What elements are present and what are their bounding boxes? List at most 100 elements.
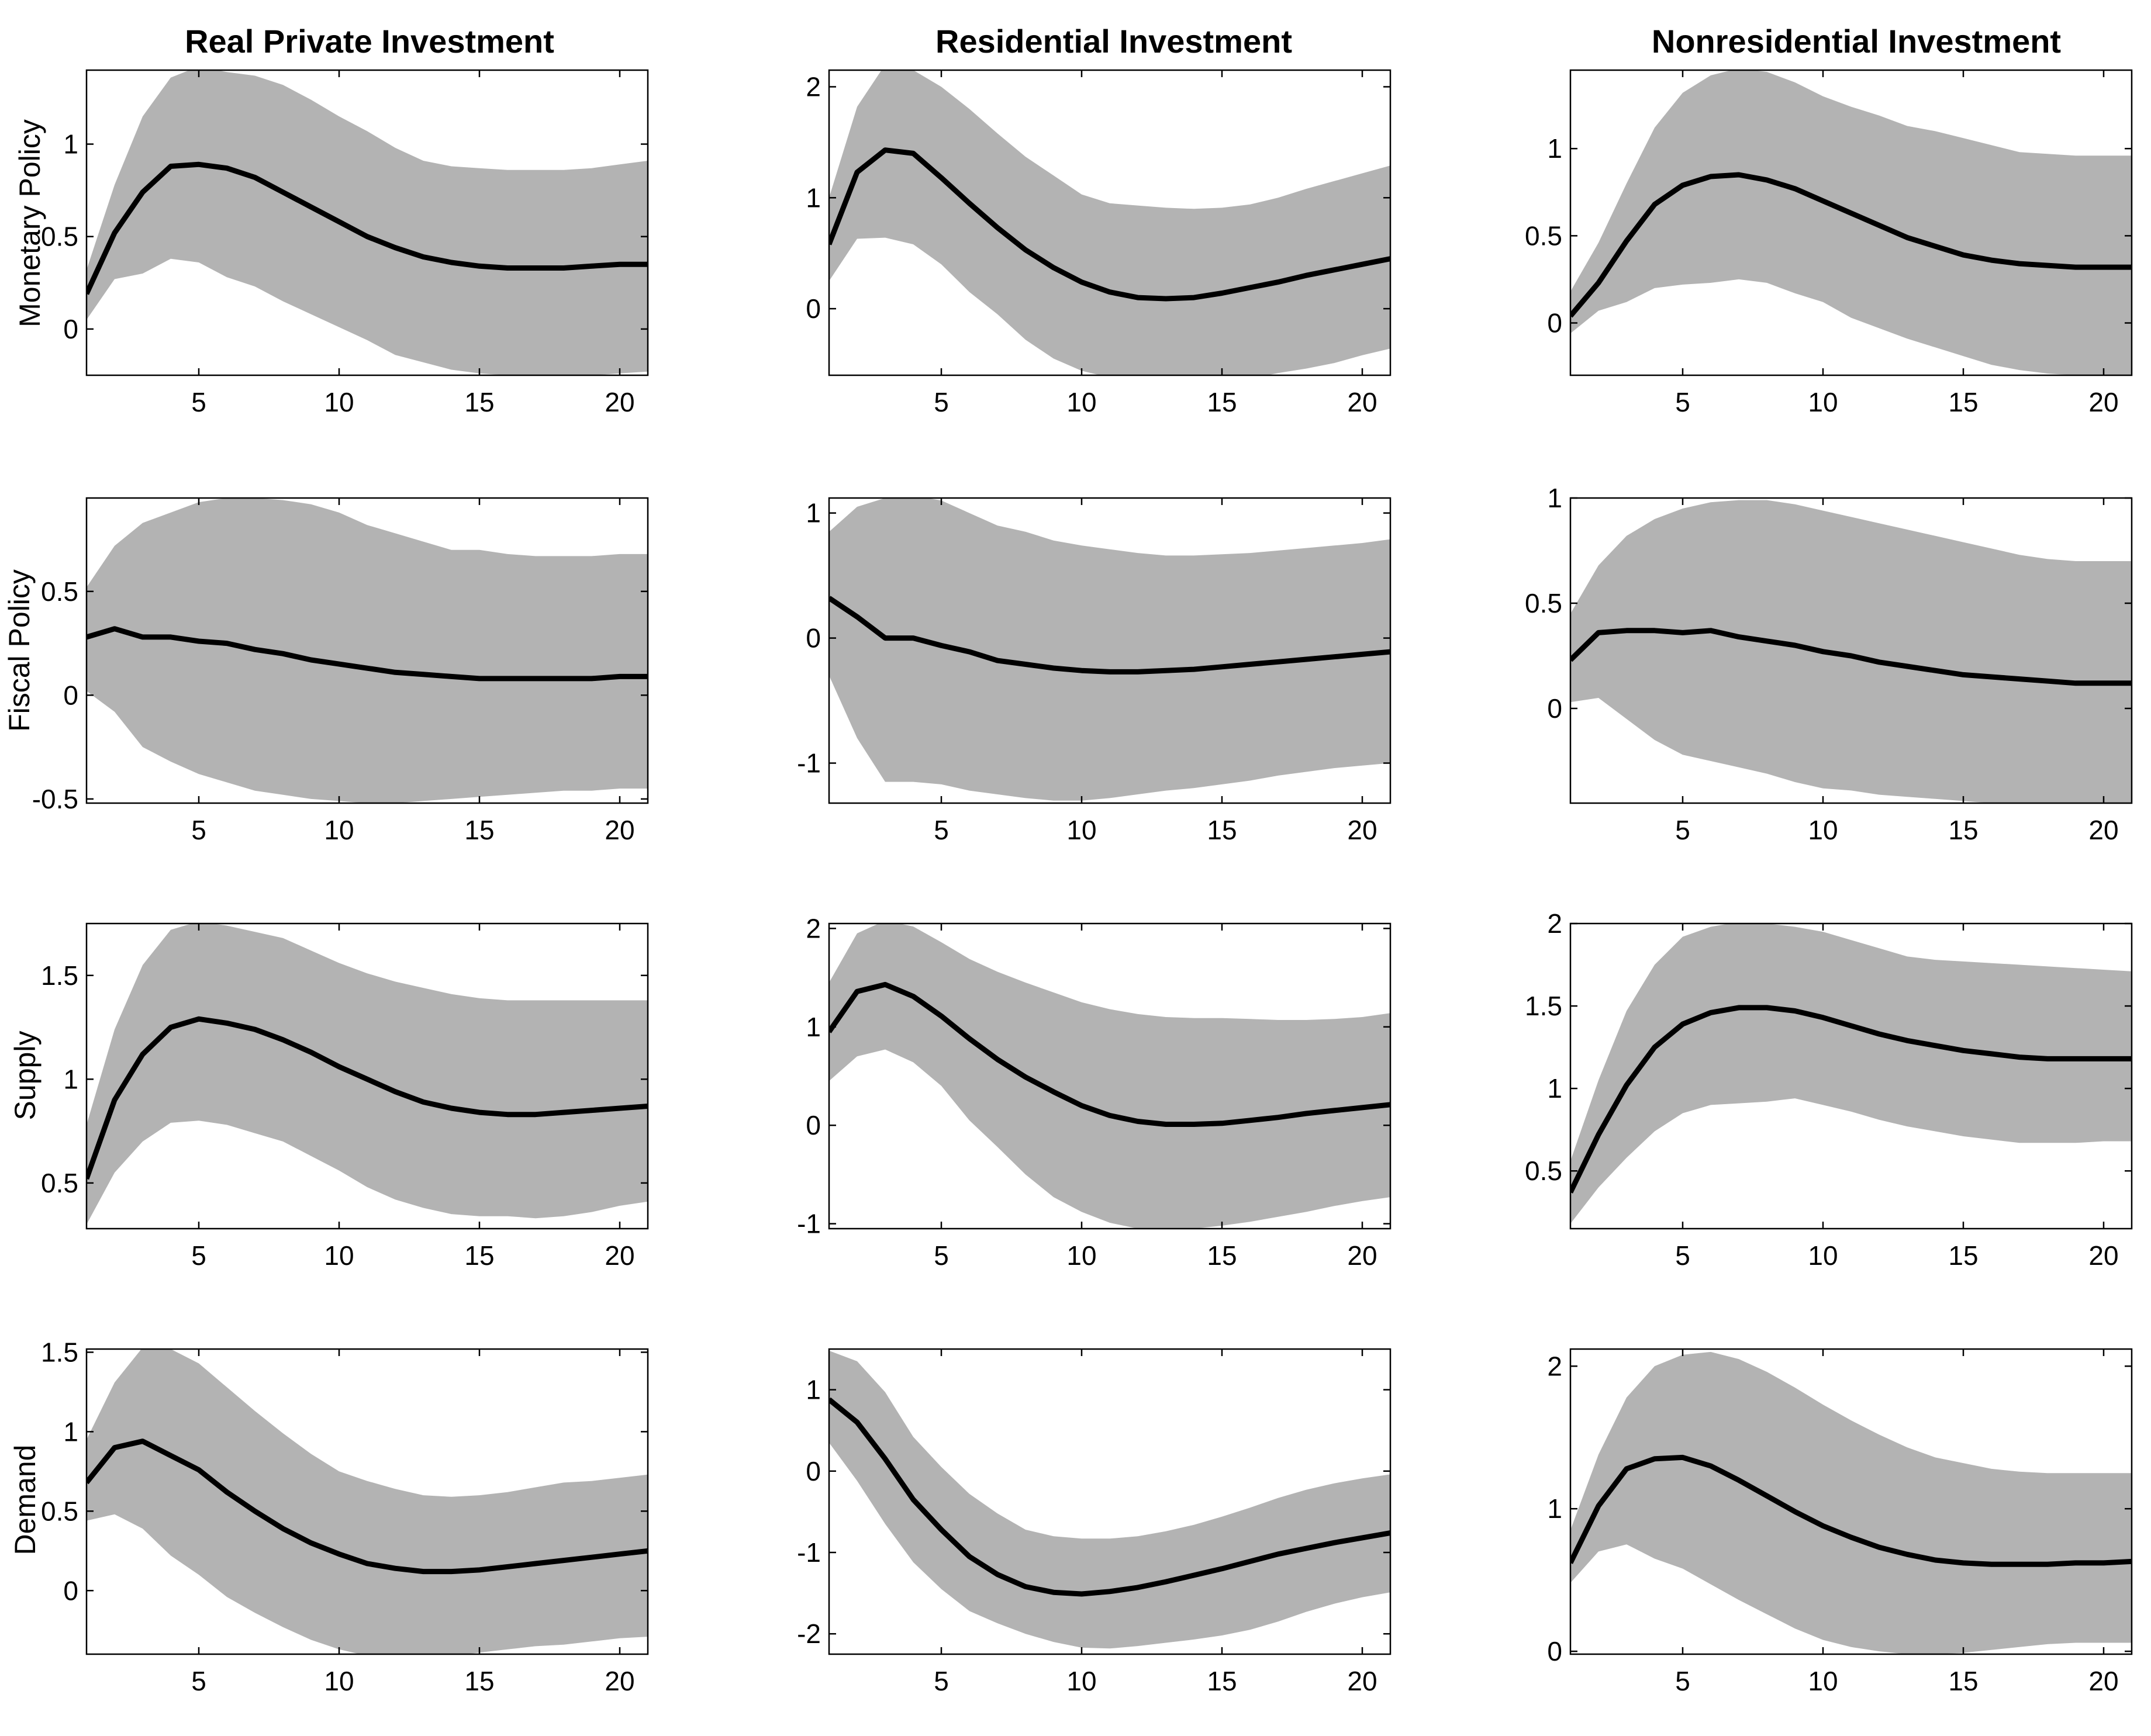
axes-box bbox=[1569, 69, 2133, 376]
x-tick-label: 5 bbox=[191, 1240, 206, 1271]
x-tick-label: 15 bbox=[464, 1666, 494, 1696]
x-tick-label: 10 bbox=[324, 1666, 354, 1696]
x-tick-label: 5 bbox=[1675, 815, 1690, 845]
x-tick-label: 15 bbox=[464, 815, 494, 845]
x-tick-label: 15 bbox=[1207, 815, 1237, 845]
confidence-band bbox=[1570, 500, 2132, 803]
panel-demand-real-private-investment: 5 10 15 20 0 0.5 1 1.5 bbox=[41, 1337, 649, 1696]
y-tick-label: 1.5 bbox=[41, 1337, 78, 1367]
y-tick-label: -1 bbox=[797, 1537, 821, 1568]
row-label-supply: Supply bbox=[9, 1031, 42, 1121]
axes-box bbox=[828, 922, 1392, 1230]
x-tick-label: 10 bbox=[1066, 1666, 1096, 1696]
x-tick-label: 20 bbox=[1347, 815, 1377, 845]
y-tick-label: 1 bbox=[1547, 1073, 1562, 1104]
panel-demand-nonresidential-investment: 5 10 15 20 0 1 2 bbox=[1547, 1348, 2133, 1696]
row-label-fiscal-policy: Fiscal Policy bbox=[3, 569, 36, 732]
y-tick-label: 1 bbox=[63, 1064, 78, 1094]
y-tick-label: 0 bbox=[63, 314, 78, 344]
confidence-band bbox=[829, 924, 1390, 1229]
x-tick-label: 5 bbox=[934, 387, 949, 417]
confidence-band bbox=[87, 1349, 648, 1654]
y-tick-label: -1 bbox=[797, 748, 821, 779]
median-line bbox=[87, 161, 648, 295]
x-tick-label: 20 bbox=[605, 1666, 634, 1696]
confidence-band bbox=[87, 70, 648, 375]
confidence-band bbox=[87, 498, 648, 803]
axes-box bbox=[85, 1348, 649, 1655]
x-tick-label: 10 bbox=[324, 1240, 354, 1271]
x-tick-label: 5 bbox=[1675, 387, 1690, 417]
x-tick-label: 20 bbox=[605, 387, 634, 417]
y-tick-label: 0.5 bbox=[41, 576, 78, 607]
x-tick-label: 15 bbox=[1948, 1666, 1978, 1696]
x-tick-label: 15 bbox=[464, 1240, 494, 1271]
x-tick-label: 20 bbox=[1347, 387, 1377, 417]
median-line bbox=[829, 1397, 1390, 1597]
y-tick-label: 1 bbox=[806, 498, 821, 528]
y-tick-label: 0 bbox=[1547, 693, 1562, 724]
y-tick-label: 2 bbox=[1547, 1351, 1562, 1381]
x-tick-label: 20 bbox=[2088, 1240, 2118, 1271]
x-tick-label: 20 bbox=[2088, 1666, 2118, 1696]
y-tick-label: 0.5 bbox=[1525, 588, 1562, 618]
x-tick-label: 10 bbox=[324, 815, 354, 845]
axes-box bbox=[828, 69, 1392, 376]
y-tick-label: 0 bbox=[63, 680, 78, 710]
x-tick-label: 20 bbox=[605, 1240, 634, 1271]
row-label-demand: Demand bbox=[9, 1445, 42, 1555]
x-tick-label: 20 bbox=[605, 815, 634, 845]
axes-box bbox=[1569, 922, 2133, 1230]
y-tick-label: 1 bbox=[1547, 1493, 1562, 1524]
x-tick-label: 10 bbox=[324, 387, 354, 417]
y-tick-label: 0.5 bbox=[41, 222, 78, 252]
y-tick-label: 0.5 bbox=[41, 1496, 78, 1526]
x-tick-label: 5 bbox=[934, 815, 949, 845]
y-tick-label: -0.5 bbox=[32, 784, 78, 814]
y-tick-label: 0 bbox=[806, 1456, 821, 1486]
x-tick-label: 10 bbox=[1808, 387, 1838, 417]
y-tick-label: 0 bbox=[806, 293, 821, 324]
column-title-residential-investment: Residential Investment bbox=[935, 23, 1292, 60]
row-label-monetary-policy: Monetary Policy bbox=[13, 119, 46, 327]
y-tick-label: 1 bbox=[806, 182, 821, 213]
axes-box bbox=[1569, 1348, 2133, 1655]
panel-demand-residential-investment: 5 10 15 20 -2 -1 0 1 bbox=[797, 1348, 1392, 1696]
median-line bbox=[829, 596, 1390, 675]
y-tick-label: 0 bbox=[1547, 308, 1562, 338]
y-tick-label: 0.5 bbox=[1525, 220, 1562, 251]
y-tick-label: 1 bbox=[63, 1416, 78, 1447]
y-tick-label: 0 bbox=[806, 623, 821, 653]
y-tick-label: 0 bbox=[806, 1110, 821, 1140]
column-title-real-private-investment: Real Private Investment bbox=[185, 23, 554, 60]
confidence-band bbox=[1570, 1351, 2132, 1654]
y-tick-label: 1 bbox=[63, 129, 78, 160]
x-tick-label: 5 bbox=[191, 387, 206, 417]
y-tick-label: 1 bbox=[806, 1375, 821, 1405]
x-tick-label: 5 bbox=[1675, 1240, 1690, 1271]
median-line bbox=[1570, 172, 2132, 318]
y-tick-label: 1.5 bbox=[41, 960, 78, 991]
column-title-nonresidential-investment: Nonresidential Investment bbox=[1652, 23, 2061, 60]
x-tick-label: 10 bbox=[1066, 387, 1096, 417]
panel-monetary-policy-residential-investment: 5 10 15 20 0 1 2 bbox=[806, 69, 1392, 417]
panel-monetary-policy-nonresidential-investment: 5 10 15 20 0 0.5 1 bbox=[1525, 69, 2133, 417]
y-tick-label: 1 bbox=[1547, 133, 1562, 164]
y-tick-label: 2 bbox=[806, 71, 821, 102]
x-tick-label: 5 bbox=[934, 1666, 949, 1696]
x-tick-label: 20 bbox=[2088, 387, 2118, 417]
y-tick-label: -1 bbox=[797, 1209, 821, 1239]
x-tick-label: 10 bbox=[1066, 1240, 1096, 1271]
y-tick-label: 1.5 bbox=[1525, 991, 1562, 1021]
panel-monetary-policy-real-private-investment: 5 10 15 20 0 0.5 1 bbox=[41, 69, 649, 417]
median-line bbox=[87, 1016, 648, 1180]
x-tick-label: 5 bbox=[934, 1240, 949, 1271]
median-line bbox=[1570, 628, 2132, 686]
x-tick-label: 20 bbox=[2088, 815, 2118, 845]
panel-fiscal-policy-real-private-investment: 5 10 15 20 -0.5 0 0.5 bbox=[32, 497, 649, 845]
x-tick-label: 15 bbox=[1948, 387, 1978, 417]
y-tick-label: 2 bbox=[1547, 908, 1562, 939]
axes-box bbox=[828, 1348, 1392, 1655]
